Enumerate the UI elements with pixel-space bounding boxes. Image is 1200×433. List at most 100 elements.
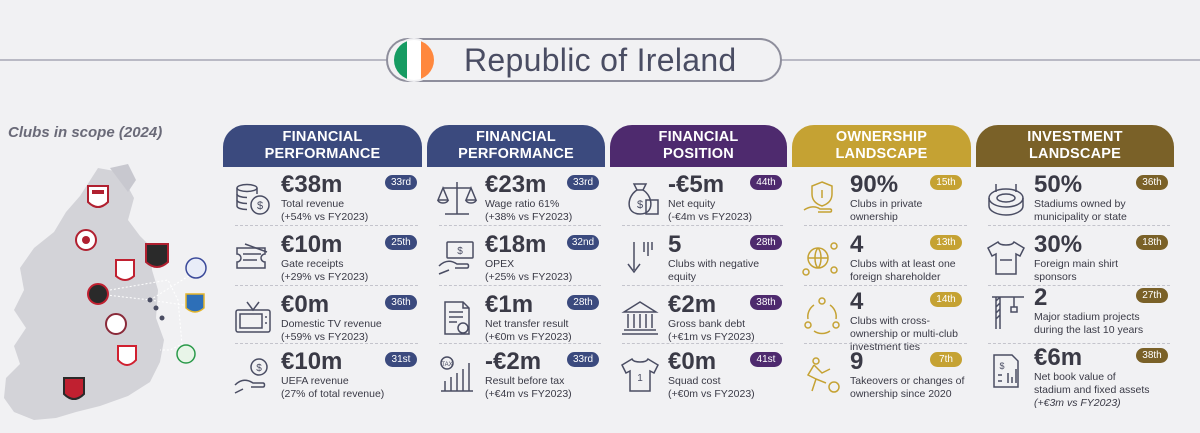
- metric-description-line: municipality or state: [1034, 211, 1127, 223]
- metric-value: 4: [850, 231, 864, 258]
- jersey-icon: 1: [621, 357, 659, 392]
- metric-description-line: Foreign main shirt: [1034, 258, 1119, 270]
- metric-description-line: Net book value of: [1034, 371, 1116, 383]
- metric-description: Clubs with cross-ownership or multi-club…: [850, 315, 969, 354]
- column-2: FINANCIAL PERFORMANCE €23m 33rd Wage ratio 6…: [427, 125, 605, 405]
- club-crest-4: [185, 257, 207, 279]
- metric-description-line: Clubs with at least one: [850, 258, 956, 270]
- club-crest-1: [87, 185, 109, 208]
- metric-description-line: stadium and fixed assets: [1034, 384, 1150, 396]
- row-divider: [988, 225, 1170, 226]
- column-header: INVESTMENT LANDSCAPE: [976, 125, 1174, 167]
- ireland-flag-icon: [392, 38, 436, 82]
- tv-icon: [235, 301, 271, 333]
- metric-description-line: during the last 10 years: [1034, 324, 1144, 336]
- row-divider: [804, 225, 967, 226]
- shirt-icon: [987, 240, 1025, 275]
- metric-value: €0m: [668, 348, 717, 375]
- column-header-line: FINANCIAL: [476, 129, 556, 145]
- column-header-line: PERFORMANCE: [264, 146, 381, 162]
- column-header: FINANCIAL PERFORMANCE: [223, 125, 422, 167]
- svg-text:$: $: [457, 246, 463, 257]
- metric-item: €0m 36th Domestic TV revenue (+59% vs FY202…: [233, 290, 422, 346]
- metric-item: €2m 38th Gross bank debt (+€1m vs FY2023): [620, 290, 787, 346]
- metric-description-line: Clubs in private: [850, 198, 923, 210]
- column-header-line: POSITION: [663, 146, 734, 162]
- rank-badge: 33rd: [385, 175, 417, 190]
- metric-description: Stadiums owned by municipality or state: [1034, 198, 1172, 224]
- metric-value: €2m: [668, 291, 717, 318]
- metric-description-line: (+29% vs FY2023): [281, 271, 369, 283]
- metric-description-line: (+59% vs FY2023): [281, 331, 369, 343]
- column-3: FINANCIAL POSITION $ -€5m 44th Net equity (-€4…: [610, 125, 787, 405]
- rank-badge: 14th: [930, 292, 962, 307]
- rank-badge: 25th: [385, 235, 417, 250]
- scales-icon: [437, 182, 477, 215]
- rank-badge: 32nd: [567, 235, 599, 250]
- column-header-line: FINANCIAL: [282, 129, 363, 145]
- metric-description: Squad cost (+€0m vs FY2023): [668, 375, 785, 401]
- people-cycle-icon: [804, 297, 840, 335]
- metric-item: 50% 36th Stadiums owned by municipality or …: [986, 170, 1174, 226]
- metric-description: Foreign main shirt sponsors: [1034, 258, 1172, 284]
- club-crest-3: [145, 243, 169, 268]
- metric-value: €38m: [281, 171, 343, 198]
- rank-badge: 33rd: [567, 352, 599, 367]
- row-divider: [622, 343, 783, 344]
- metric-item: 5 28th Clubs with negative equity: [620, 230, 787, 286]
- metric-description-line: Takeovers or changes of: [850, 375, 965, 387]
- svg-text:$: $: [257, 200, 263, 212]
- club-crest-11: [63, 377, 85, 400]
- svg-text:1: 1: [637, 373, 643, 384]
- stadium-icon: [988, 184, 1024, 216]
- ireland-map: [4, 164, 207, 420]
- club-crest-2: [75, 229, 97, 251]
- shield-hand-icon: [803, 181, 833, 213]
- metric-description-line: Net equity: [668, 198, 716, 210]
- rank-badge: 28th: [750, 235, 782, 250]
- metric-description: Total revenue (+54% vs FY2023): [281, 198, 420, 224]
- metric-description-line: Result before tax: [485, 375, 565, 387]
- column-header-line: PERFORMANCE: [458, 146, 574, 162]
- metric-value: €18m: [485, 231, 547, 258]
- metric-description-line: equity: [668, 271, 697, 283]
- metric-item: $ €18m 32nd OPEX (+25% vs FY2023): [437, 230, 605, 286]
- metric-value: €1m: [485, 291, 534, 318]
- metric-description: OPEX (+25% vs FY2023): [485, 258, 603, 284]
- metric-item: 30% 18th Foreign main shirt sponsors: [986, 230, 1174, 286]
- metric-item: 1 €0m 41st Squad cost (+€0m vs FY2023): [620, 347, 787, 403]
- svg-text:TAX: TAX: [441, 362, 452, 368]
- svg-text:$: $: [256, 363, 262, 374]
- svg-text:$: $: [637, 199, 643, 211]
- rank-badge: 13th: [930, 235, 962, 250]
- column-header-line: FINANCIAL: [658, 129, 739, 145]
- row-divider: [622, 285, 783, 286]
- money-bag-icon: $: [628, 183, 659, 215]
- cash-hand-icon: $: [438, 241, 474, 275]
- metric-description-line: (27% of total revenue): [281, 388, 385, 400]
- metric-description-line: ownership or multi-club: [850, 328, 958, 340]
- coins-icon: $: [236, 183, 270, 215]
- metric-description-line: Wage ratio 61%: [485, 198, 560, 210]
- metric-value: €10m: [281, 348, 343, 375]
- metric-item: 4 14th Clubs with cross-ownership or multi…: [802, 287, 971, 353]
- rank-badge: 31st: [385, 352, 417, 367]
- down-arrow-icon: [627, 242, 653, 274]
- crane-icon: [992, 296, 1024, 329]
- row-divider: [235, 285, 418, 286]
- metric-value: 2: [1034, 284, 1048, 311]
- metric-description-line: Total revenue: [281, 198, 345, 210]
- metric-description: Wage ratio 61% (+38% vs FY2023): [485, 198, 603, 224]
- svg-text:$: $: [999, 361, 1004, 371]
- row-divider: [804, 343, 967, 344]
- globe-people-icon: [802, 242, 838, 276]
- metric-description-line: Net transfer result: [485, 318, 569, 330]
- row-divider: [439, 285, 601, 286]
- metric-description-line: OPEX: [485, 258, 515, 270]
- metric-value: 90%: [850, 171, 899, 198]
- rank-badge: 38th: [750, 295, 782, 310]
- row-divider: [622, 225, 783, 226]
- metric-description: Result before tax (+€4m vs FY2023): [485, 375, 603, 401]
- metric-item: €1m 28th Net transfer result (+€0m vs FY202…: [437, 290, 605, 346]
- metric-description-line: (+€4m vs FY2023): [485, 388, 572, 400]
